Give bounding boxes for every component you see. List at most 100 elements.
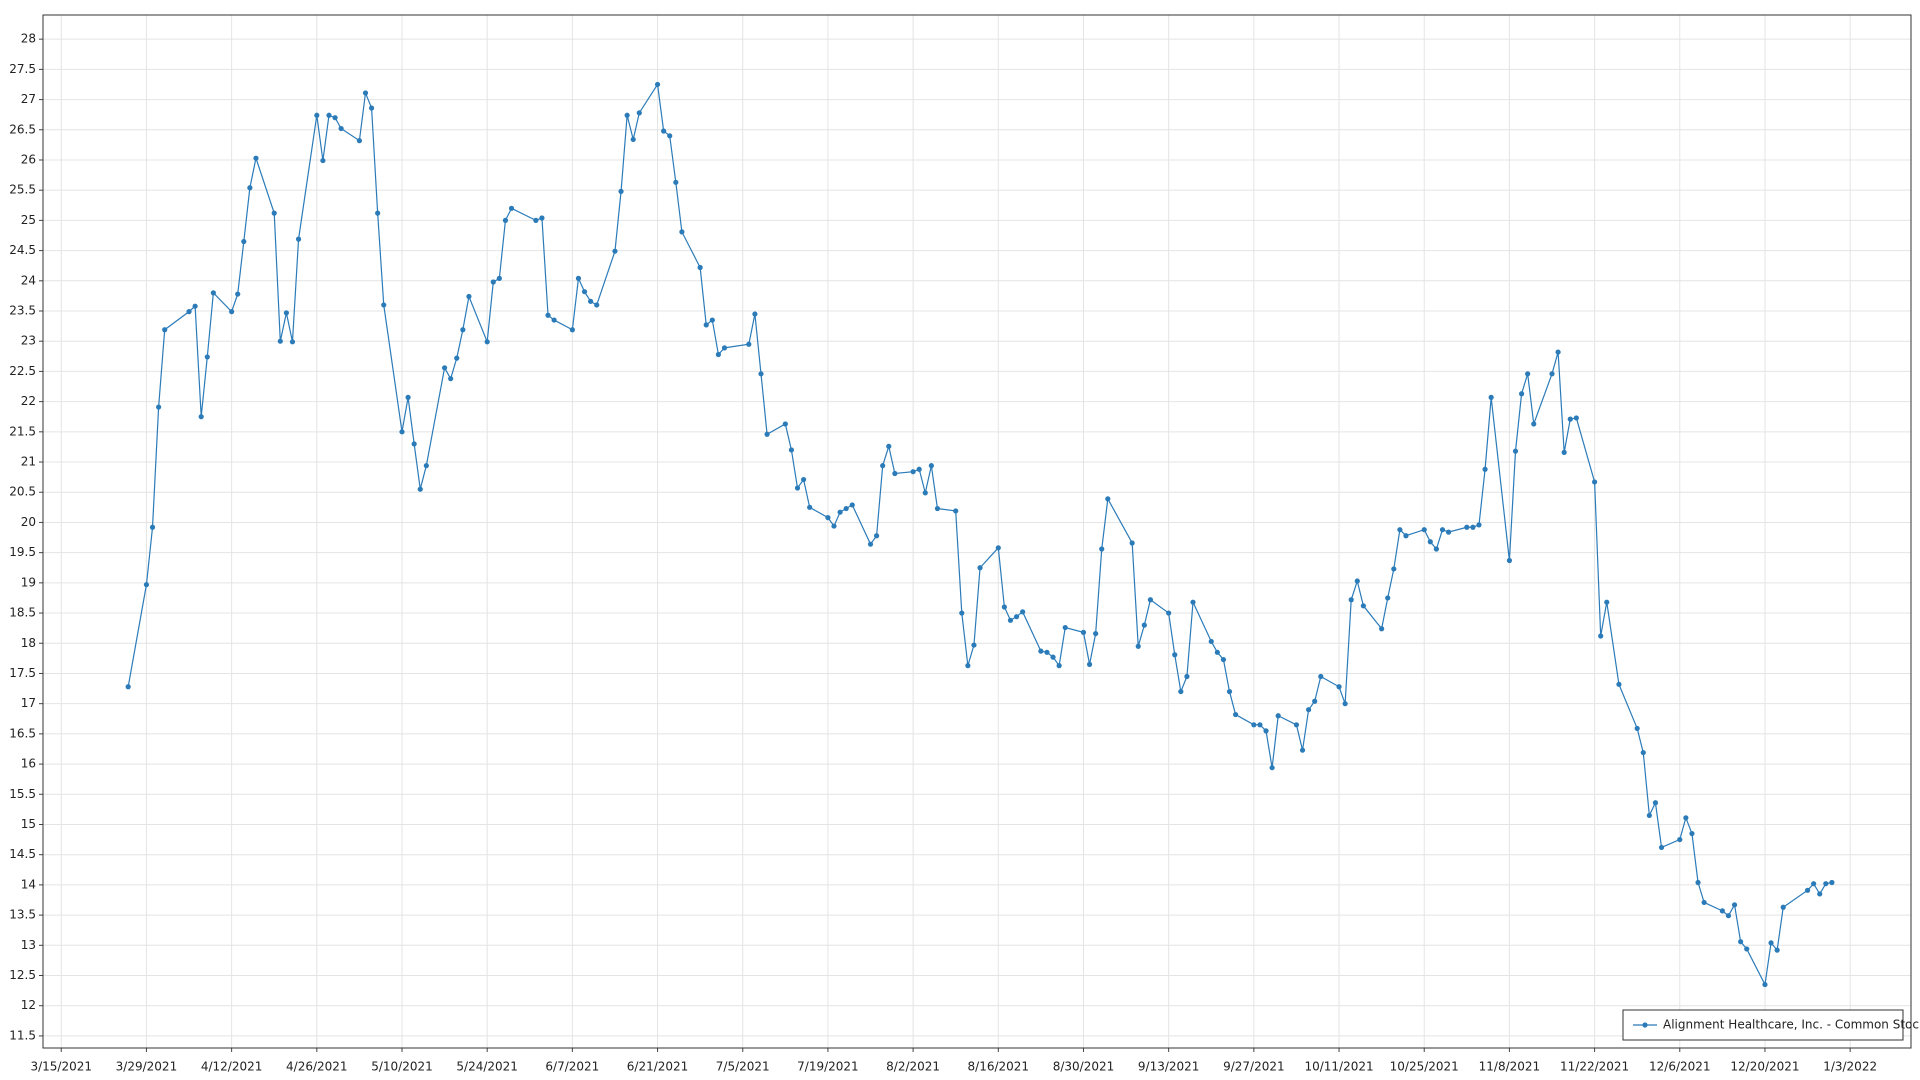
- y-tick-label: 12: [21, 998, 36, 1012]
- data-point: [1464, 524, 1470, 530]
- data-point: [1354, 578, 1360, 584]
- data-point: [283, 310, 289, 316]
- data-point: [831, 523, 837, 529]
- x-tick-label: 1/3/2022: [1823, 1060, 1877, 1074]
- data-point: [1184, 673, 1190, 680]
- data-point: [594, 302, 600, 308]
- data-point: [1306, 707, 1312, 713]
- data-point: [186, 309, 192, 315]
- data-point: [971, 642, 977, 648]
- data-point: [1318, 673, 1324, 680]
- data-point: [886, 443, 892, 449]
- y-tick-label: 24: [21, 273, 36, 287]
- legend: Alignment Healthcare, Inc. - Common Stoc…: [1622, 1009, 1920, 1041]
- y-tick-label: 17.5: [9, 666, 36, 680]
- y-tick-label: 21.5: [9, 424, 36, 438]
- plot-frame: [42, 14, 1912, 1049]
- data-point: [807, 504, 813, 510]
- data-point: [1013, 614, 1020, 620]
- y-tick-label: 21: [21, 455, 36, 469]
- data-point: [995, 545, 1001, 551]
- data-point: [362, 90, 369, 96]
- data-point: [1178, 688, 1184, 695]
- data-point: [782, 421, 788, 427]
- data-point: [1208, 638, 1214, 645]
- data-point: [1762, 981, 1768, 988]
- data-point: [1768, 940, 1774, 946]
- data-point: [673, 179, 679, 185]
- data-point: [1616, 681, 1622, 687]
- data-point: [588, 298, 594, 304]
- data-point: [630, 136, 636, 143]
- x-tick-label: 7/5/2021: [716, 1060, 770, 1074]
- data-point: [1214, 649, 1220, 655]
- data-point: [825, 515, 831, 521]
- y-tick-label: 26: [21, 152, 36, 166]
- data-point: [417, 486, 423, 492]
- data-point: [758, 371, 764, 377]
- data-point: [314, 112, 320, 118]
- data-point: [247, 185, 253, 191]
- y-tick-label: 23: [21, 334, 36, 348]
- data-point: [922, 490, 928, 496]
- data-point: [1549, 371, 1555, 377]
- data-point: [575, 275, 582, 281]
- data-point: [1147, 597, 1154, 603]
- data-point: [338, 125, 344, 132]
- data-point: [581, 289, 588, 295]
- data-point: [1379, 626, 1385, 632]
- y-tick-label: 17: [21, 696, 36, 710]
- data-point: [1482, 466, 1488, 472]
- data-point: [423, 463, 429, 469]
- y-tick-label: 12.5: [9, 968, 36, 982]
- data-point: [1099, 546, 1105, 552]
- data-point: [320, 157, 326, 164]
- data-point: [880, 463, 886, 469]
- y-tick-label: 18.5: [9, 606, 36, 620]
- y-tick-label: 24.5: [9, 243, 36, 257]
- data-point: [679, 229, 685, 235]
- data-point: [1056, 663, 1062, 669]
- data-point: [1823, 881, 1829, 887]
- data-point: [1220, 656, 1227, 663]
- x-tick-label: 3/15/2021: [30, 1060, 92, 1074]
- data-point: [235, 291, 241, 297]
- data-point: [1689, 830, 1695, 837]
- x-tick-label: 10/11/2021: [1304, 1060, 1373, 1074]
- data-point: [545, 312, 551, 318]
- data-point: [1166, 610, 1172, 616]
- x-tick-label: 4/12/2021: [201, 1060, 263, 1074]
- data-point: [1470, 524, 1476, 530]
- data-point: [1731, 902, 1738, 908]
- data-point: [399, 429, 405, 435]
- data-point: [210, 290, 216, 296]
- data-point: [381, 302, 387, 308]
- data-point: [1811, 881, 1817, 887]
- y-tick-label: 19: [21, 575, 36, 589]
- data-point: [405, 394, 411, 400]
- data-point: [612, 248, 618, 254]
- data-point: [1086, 661, 1093, 668]
- data-point: [460, 327, 466, 333]
- data-point: [1263, 728, 1269, 734]
- data-point: [1348, 597, 1354, 603]
- data-point: [375, 210, 381, 216]
- y-tick-label: 16: [21, 757, 36, 771]
- x-tick-label: 9/13/2021: [1138, 1060, 1200, 1074]
- data-point: [1129, 540, 1135, 546]
- y-tick-label: 13: [21, 938, 36, 952]
- x-tick-label: 3/29/2021: [116, 1060, 178, 1074]
- data-point: [1817, 891, 1823, 897]
- y-tick-label: 23.5: [9, 304, 36, 318]
- data-point: [1226, 688, 1233, 695]
- data-point: [892, 470, 898, 477]
- data-point: [1135, 643, 1141, 649]
- data-point: [1257, 722, 1263, 728]
- plot-area: [43, 15, 1911, 1048]
- data-point: [1658, 844, 1665, 851]
- data-point: [448, 376, 454, 382]
- data-point: [934, 505, 941, 512]
- y-tick-label: 11.5: [9, 1028, 36, 1042]
- legend-swatch-marker: [1642, 1022, 1648, 1028]
- data-point: [149, 524, 156, 530]
